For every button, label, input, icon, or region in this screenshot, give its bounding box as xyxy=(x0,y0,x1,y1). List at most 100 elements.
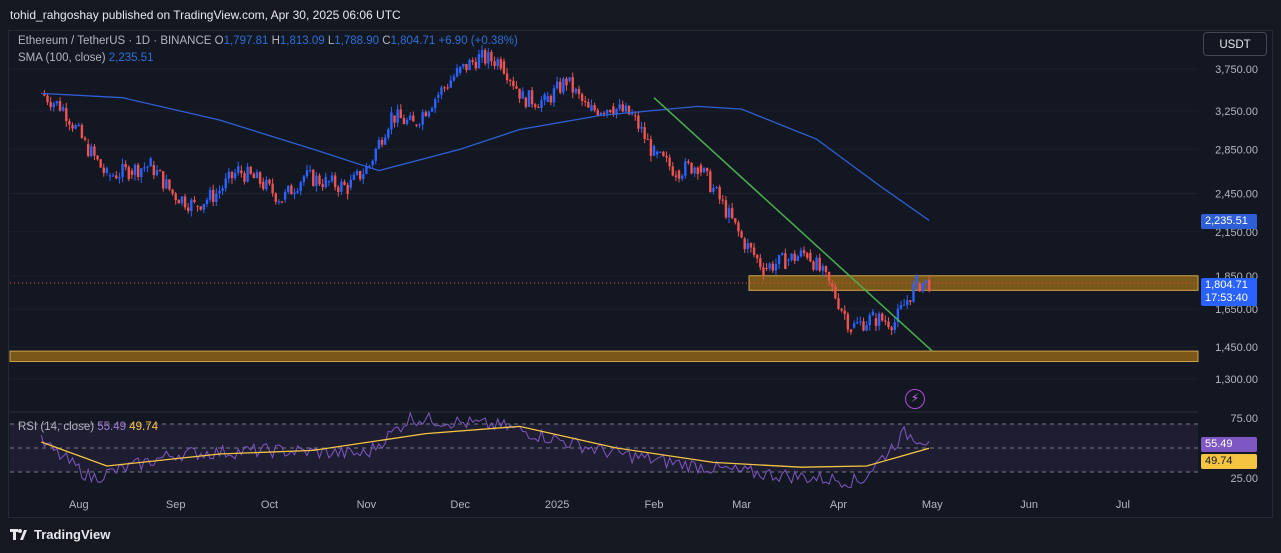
candle-body xyxy=(543,94,546,101)
currency-button[interactable]: USDT xyxy=(1203,32,1267,56)
candle-body xyxy=(906,300,909,305)
candle-body xyxy=(61,107,65,111)
candle-body xyxy=(630,113,634,115)
time-tick-label: Jul xyxy=(1116,499,1130,511)
candle-body xyxy=(846,314,850,330)
candle-body xyxy=(321,184,324,188)
candle-body xyxy=(837,298,840,309)
candle-body xyxy=(255,172,259,179)
candle-body xyxy=(924,279,928,284)
candle-body xyxy=(146,166,149,168)
candle-body xyxy=(396,109,399,123)
tradingview-logo-icon xyxy=(10,528,28,542)
candle-body xyxy=(734,218,737,223)
candle-body xyxy=(715,187,718,189)
candle-body xyxy=(612,106,615,115)
time-tick-label: Nov xyxy=(357,499,377,511)
candle-body xyxy=(199,206,202,210)
time-tick-label: Aug xyxy=(69,499,89,511)
candle-body xyxy=(46,95,49,103)
candle-body xyxy=(455,68,459,77)
candle-body xyxy=(605,109,609,114)
candle-body xyxy=(640,127,643,129)
candle-body xyxy=(155,170,159,176)
candle-body xyxy=(165,179,168,189)
candle-body xyxy=(840,308,843,311)
high-label: H xyxy=(271,35,280,47)
candle-body xyxy=(568,77,571,81)
candle-body xyxy=(921,283,925,292)
candle-body xyxy=(527,90,531,107)
countdown-text: 17:53:40 xyxy=(1205,292,1248,304)
candle-body xyxy=(912,284,915,302)
symbol-title: Ethereum / TetherUS · 1D · BINANCE xyxy=(18,35,212,47)
candle-body xyxy=(315,175,318,186)
candle-body xyxy=(108,175,112,177)
ohlc-legend: Ethereum / TetherUS · 1D · BINANCE O1,79… xyxy=(18,35,518,47)
candle-body xyxy=(293,192,296,195)
time-tick-label: Jun xyxy=(1020,499,1038,511)
candle-body xyxy=(237,166,240,173)
price-tick-label: 2,450.00 xyxy=(1215,189,1258,201)
candle-body xyxy=(130,170,134,175)
candle-body xyxy=(124,164,127,168)
brand-text: TradingView xyxy=(34,527,111,542)
candle-body xyxy=(474,61,478,69)
candle-body xyxy=(337,187,340,192)
candle-body xyxy=(634,115,637,117)
candle-body xyxy=(537,106,540,109)
candle-body xyxy=(433,99,437,109)
rsi-ma-line xyxy=(41,425,930,468)
time-tick-label: Feb xyxy=(645,499,664,511)
candle-body xyxy=(187,207,190,211)
candle-body xyxy=(343,181,346,185)
candle-body xyxy=(149,158,152,167)
candle-body xyxy=(224,178,227,189)
candle-body xyxy=(327,181,331,183)
time-tick-label: 2025 xyxy=(545,499,569,511)
candle-body xyxy=(852,323,856,328)
candle-body xyxy=(74,125,77,129)
candle-body xyxy=(902,304,906,306)
change-value: +6.90 (+0.38%) xyxy=(438,35,518,47)
high-value: 1,813.09 xyxy=(279,35,325,47)
candle-body xyxy=(915,275,918,285)
candle-body xyxy=(865,325,868,331)
sma-line xyxy=(41,92,930,221)
candle-body xyxy=(393,115,396,123)
candle-body xyxy=(759,258,762,268)
candle-body xyxy=(724,200,728,218)
candle-body xyxy=(831,283,834,287)
candle-body xyxy=(168,179,171,190)
price-tick-label: 2,850.00 xyxy=(1215,144,1258,156)
candle-body xyxy=(312,170,315,186)
sma-legend[interactable]: SMA (100, close) 2,235.51 xyxy=(18,52,154,64)
candle-body xyxy=(696,167,699,174)
candle-body xyxy=(290,185,293,195)
low-value: 1,788.90 xyxy=(334,35,380,47)
rsi-label: RSI (14, close) xyxy=(18,421,95,433)
candle-body xyxy=(687,161,690,163)
candle-body xyxy=(71,124,74,129)
candle-body xyxy=(662,151,665,157)
candle-body xyxy=(877,313,881,326)
candle-body xyxy=(205,199,209,204)
candle-body xyxy=(643,127,646,139)
candle-body xyxy=(693,167,696,174)
candle-body xyxy=(424,112,427,117)
lightning-icon[interactable]: ⚡ xyxy=(905,389,925,409)
candle-body xyxy=(271,183,274,194)
candle-body xyxy=(246,166,249,182)
candle-body xyxy=(487,52,490,64)
candle-body xyxy=(161,171,165,189)
rsi-legend[interactable]: RSI (14, close) 55.49 49.74 xyxy=(18,421,158,433)
candle-body xyxy=(530,90,534,105)
candle-body xyxy=(777,255,781,265)
candle-body xyxy=(477,54,481,69)
candle-body xyxy=(790,253,793,260)
footer: TradingView xyxy=(10,527,110,542)
candle-body xyxy=(227,171,231,179)
candle-body xyxy=(881,313,884,321)
candle-body xyxy=(405,119,409,125)
